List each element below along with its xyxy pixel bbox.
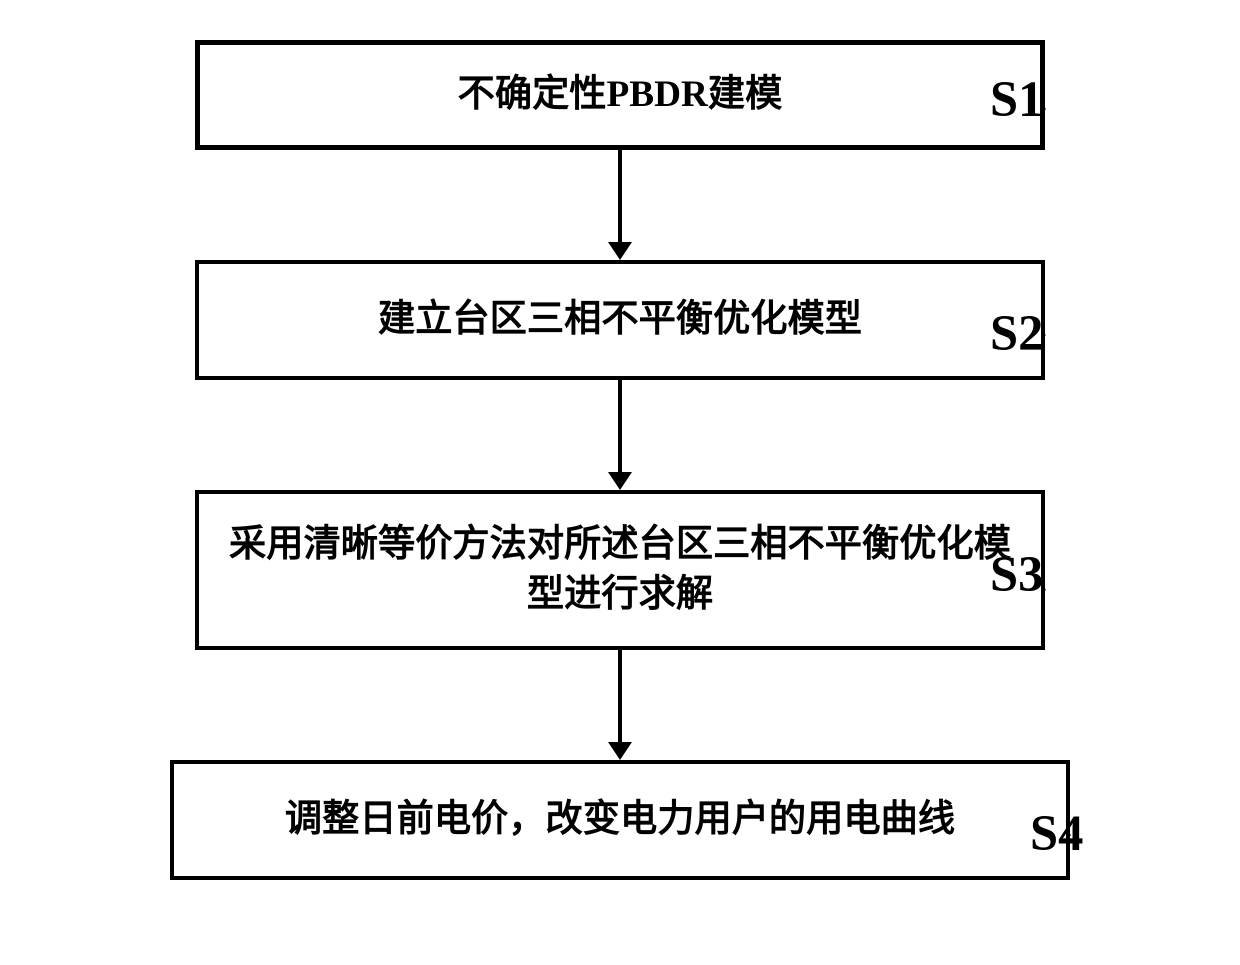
step-box-s1: 不确定性PBDR建模 [195, 40, 1045, 150]
step-box-s2: 建立台区三相不平衡优化模型 [195, 260, 1045, 380]
step-label-s2: S2 [990, 304, 1043, 362]
arrow-s2-s3 [595, 380, 645, 490]
label-connector-s2 [1045, 324, 1055, 364]
step-box-s4: 调整日前电价，改变电力用户的用电曲线 [170, 760, 1070, 880]
arrow-s3-s4 [595, 650, 645, 760]
arrow-s1-s2 [595, 150, 645, 260]
step-box-s3: 采用清晰等价方法对所述台区三相不平衡优化模型进行求解 [195, 490, 1045, 650]
step-text: 采用清晰等价方法对所述台区三相不平衡优化模型进行求解 [227, 520, 1013, 621]
step-label-s3: S3 [990, 545, 1043, 603]
step-label-s1: S1 [990, 70, 1043, 128]
label-connector-s1 [1045, 98, 1055, 130]
step-text: 调整日前电价，改变电力用户的用电曲线 [285, 795, 955, 845]
step-text: 建立台区三相不平衡优化模型 [378, 295, 862, 345]
label-connector-s3 [1045, 575, 1055, 609]
step-label-s4: S4 [1030, 804, 1083, 862]
step-text: 不确定性PBDR建模 [458, 70, 783, 120]
